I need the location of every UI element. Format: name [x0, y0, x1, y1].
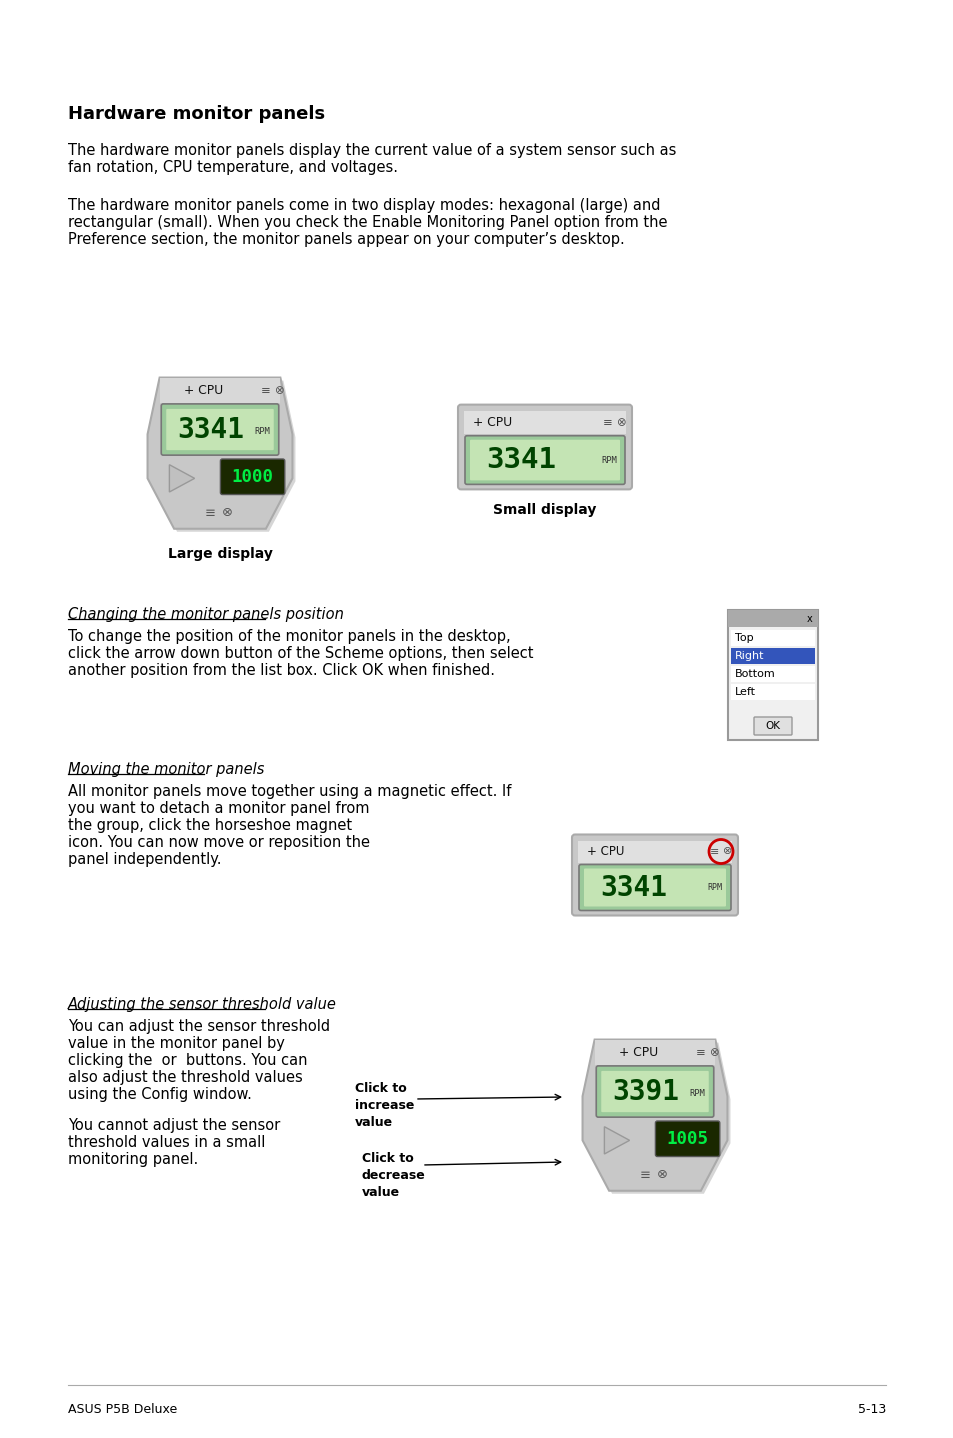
- Text: 3341: 3341: [485, 446, 556, 475]
- Text: Large display: Large display: [168, 546, 273, 561]
- Text: using the Config window.: using the Config window.: [68, 1087, 252, 1102]
- Polygon shape: [148, 378, 293, 529]
- Text: Left: Left: [734, 687, 755, 697]
- FancyBboxPatch shape: [578, 864, 730, 910]
- Text: You cannot adjust the sensor: You cannot adjust the sensor: [68, 1117, 280, 1133]
- Text: OK: OK: [764, 720, 780, 731]
- Text: All monitor panels move together using a magnetic effect. If: All monitor panels move together using a…: [68, 784, 511, 800]
- Text: ⊗: ⊗: [722, 847, 732, 857]
- Text: You can adjust the sensor threshold: You can adjust the sensor threshold: [68, 1020, 330, 1034]
- Text: + CPU: + CPU: [586, 846, 623, 858]
- Text: ≡: ≡: [710, 847, 719, 857]
- Polygon shape: [151, 381, 295, 532]
- Text: Right: Right: [734, 651, 763, 661]
- FancyBboxPatch shape: [572, 834, 738, 916]
- Text: ⊗: ⊗: [709, 1045, 719, 1058]
- Text: icon. You can now move or reposition the: icon. You can now move or reposition the: [68, 835, 370, 850]
- Polygon shape: [585, 1043, 730, 1194]
- FancyBboxPatch shape: [727, 610, 817, 741]
- Text: Adjusting the sensor threshold value: Adjusting the sensor threshold value: [68, 997, 336, 1012]
- Text: Small display: Small display: [493, 503, 596, 518]
- FancyBboxPatch shape: [166, 408, 274, 450]
- Text: rectangular (small). When you check the Enable Monitoring Panel option from the: rectangular (small). When you check the …: [68, 216, 667, 230]
- Text: 3341: 3341: [176, 416, 244, 443]
- Bar: [727, 610, 817, 627]
- Text: 3391: 3391: [611, 1077, 679, 1106]
- Text: 5-13: 5-13: [857, 1403, 885, 1416]
- Bar: [463, 411, 625, 434]
- Text: ≡: ≡: [602, 416, 612, 429]
- Text: ≡: ≡: [696, 1045, 705, 1058]
- Text: Click to
decrease
value: Click to decrease value: [361, 1152, 425, 1199]
- FancyBboxPatch shape: [220, 459, 285, 495]
- Text: Preference section, the monitor panels appear on your computer’s desktop.: Preference section, the monitor panels a…: [68, 232, 624, 247]
- Polygon shape: [594, 1040, 715, 1064]
- Text: click the arrow down button of the Scheme options, then select: click the arrow down button of the Schem…: [68, 646, 533, 661]
- Text: ⊗: ⊗: [656, 1169, 667, 1182]
- Text: ≡: ≡: [205, 506, 215, 519]
- Text: ≡: ≡: [639, 1169, 650, 1182]
- FancyBboxPatch shape: [583, 869, 725, 906]
- Text: ≡: ≡: [261, 384, 271, 397]
- Text: + CPU: + CPU: [618, 1045, 658, 1058]
- Text: Changing the monitor panels position: Changing the monitor panels position: [68, 607, 343, 623]
- Text: fan rotation, CPU temperature, and voltages.: fan rotation, CPU temperature, and volta…: [68, 160, 397, 175]
- Text: The hardware monitor panels come in two display modes: hexagonal (large) and: The hardware monitor panels come in two …: [68, 198, 659, 213]
- Text: also adjust the threshold values: also adjust the threshold values: [68, 1070, 302, 1086]
- FancyBboxPatch shape: [161, 404, 278, 456]
- FancyBboxPatch shape: [655, 1122, 719, 1156]
- Text: ⊗: ⊗: [274, 384, 284, 397]
- Text: ⊗: ⊗: [221, 506, 233, 519]
- Bar: [730, 666, 814, 682]
- Text: To change the position of the monitor panels in the desktop,: To change the position of the monitor pa…: [68, 628, 510, 644]
- Bar: [730, 684, 814, 700]
- Text: RPM: RPM: [706, 883, 721, 892]
- FancyBboxPatch shape: [753, 718, 791, 735]
- Text: RPM: RPM: [688, 1089, 704, 1099]
- FancyBboxPatch shape: [464, 436, 624, 485]
- Bar: [578, 840, 731, 863]
- Text: RPM: RPM: [600, 456, 616, 464]
- Polygon shape: [582, 1040, 727, 1191]
- Text: threshold values in a small: threshold values in a small: [68, 1135, 265, 1150]
- FancyBboxPatch shape: [600, 1071, 708, 1112]
- Text: clicking the  or  buttons. You can: clicking the or buttons. You can: [68, 1053, 307, 1068]
- Text: you want to detach a monitor panel from: you want to detach a monitor panel from: [68, 801, 369, 815]
- FancyBboxPatch shape: [470, 440, 619, 480]
- FancyBboxPatch shape: [596, 1066, 713, 1117]
- Text: Click to
increase
value: Click to increase value: [355, 1081, 414, 1129]
- Text: + CPU: + CPU: [184, 384, 223, 397]
- Polygon shape: [159, 378, 280, 403]
- Text: x: x: [806, 614, 812, 624]
- Text: value in the monitor panel by: value in the monitor panel by: [68, 1035, 285, 1051]
- Text: Moving the monitor panels: Moving the monitor panels: [68, 762, 264, 777]
- Text: 1005: 1005: [666, 1130, 708, 1148]
- Text: ⊗: ⊗: [617, 416, 626, 429]
- Text: 1000: 1000: [232, 467, 274, 486]
- Text: another position from the list box. Click OK when finished.: another position from the list box. Clic…: [68, 663, 495, 677]
- Text: monitoring panel.: monitoring panel.: [68, 1152, 198, 1168]
- Polygon shape: [170, 464, 194, 492]
- Bar: [730, 630, 814, 646]
- Polygon shape: [604, 1127, 629, 1155]
- Text: The hardware monitor panels display the current value of a system sensor such as: The hardware monitor panels display the …: [68, 142, 676, 158]
- Text: RPM: RPM: [253, 427, 270, 436]
- Text: the group, click the horseshoe magnet: the group, click the horseshoe magnet: [68, 818, 352, 833]
- FancyBboxPatch shape: [457, 404, 631, 489]
- Bar: [730, 649, 814, 664]
- Text: Hardware monitor panels: Hardware monitor panels: [68, 105, 325, 124]
- Text: Bottom: Bottom: [734, 669, 775, 679]
- Text: 3341: 3341: [599, 873, 666, 902]
- Text: panel independently.: panel independently.: [68, 851, 221, 867]
- Text: ASUS P5B Deluxe: ASUS P5B Deluxe: [68, 1403, 177, 1416]
- Text: + CPU: + CPU: [473, 416, 512, 429]
- Text: Top: Top: [734, 633, 753, 643]
